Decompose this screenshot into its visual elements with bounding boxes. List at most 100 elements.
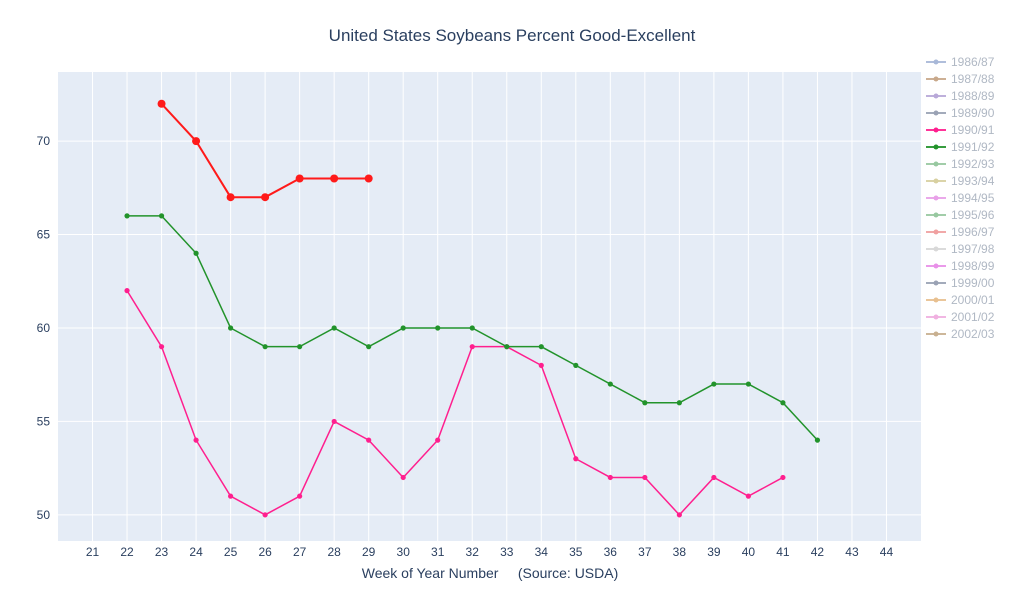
data-point xyxy=(297,344,303,350)
x-tick-label: 37 xyxy=(638,545,652,559)
legend-label: 1997/98 xyxy=(951,242,995,256)
plot-area xyxy=(58,72,921,541)
data-point xyxy=(366,437,372,443)
data-point xyxy=(573,456,579,462)
legend-label: 1996/97 xyxy=(951,225,995,239)
legend-swatch-marker xyxy=(933,297,939,303)
legend-label: 1990/91 xyxy=(951,123,995,137)
legend-label: 1994/95 xyxy=(951,191,995,205)
x-tick-label: 39 xyxy=(707,545,721,559)
data-point xyxy=(745,493,752,499)
legend-item[interactable]: 2000/01 xyxy=(926,293,995,307)
x-tick-label: 42 xyxy=(811,545,825,559)
legend-item[interactable]: 1996/97 xyxy=(926,225,995,239)
legend-item[interactable]: 1997/98 xyxy=(926,242,995,256)
data-point xyxy=(780,474,786,481)
legend-label: 1991/92 xyxy=(951,140,995,154)
legend-swatch-marker xyxy=(933,59,939,65)
legend-item[interactable]: 1993/94 xyxy=(926,174,995,188)
legend-item[interactable]: 1986/87 xyxy=(926,55,995,69)
y-tick-label: 60 xyxy=(37,321,51,335)
legend-swatch-marker xyxy=(933,195,939,201)
data-point xyxy=(676,400,682,406)
y-tick-label: 55 xyxy=(37,414,51,428)
legend-swatch-marker xyxy=(933,263,939,269)
data-point xyxy=(642,474,648,481)
x-tick-label: 33 xyxy=(500,545,514,559)
data-point xyxy=(157,99,166,108)
data-point xyxy=(297,493,303,499)
x-tick-label: 22 xyxy=(120,545,134,559)
legend-item[interactable]: 1987/88 xyxy=(926,72,995,86)
x-tick-label: 38 xyxy=(673,545,687,559)
data-point xyxy=(814,437,821,443)
data-point xyxy=(228,325,234,331)
x-tick-label: 32 xyxy=(466,545,480,559)
data-point xyxy=(331,325,337,331)
data-point xyxy=(158,213,165,219)
data-point xyxy=(124,213,130,219)
x-tick-label: 27 xyxy=(293,545,307,559)
legend-item[interactable]: 1994/95 xyxy=(926,191,995,205)
legend-label: 1992/93 xyxy=(951,157,995,171)
legend-item[interactable]: 1991/92 xyxy=(926,140,995,154)
data-point xyxy=(538,344,544,350)
legend[interactable]: 1986/87 1987/88 1988/89 1989/90 1990/91 1991/… xyxy=(926,55,995,341)
data-point xyxy=(607,474,613,481)
legend-swatch-marker xyxy=(933,246,939,252)
series-layer xyxy=(124,99,821,518)
x-tick-label: 36 xyxy=(604,545,618,559)
legend-label: 1999/00 xyxy=(951,276,995,290)
data-point xyxy=(193,437,199,443)
legend-label: 1989/90 xyxy=(951,106,995,120)
legend-swatch-marker xyxy=(933,144,939,150)
legend-swatch-marker xyxy=(933,331,939,337)
data-point xyxy=(331,418,337,425)
legend-item[interactable]: 2001/02 xyxy=(926,310,995,324)
data-point xyxy=(193,250,199,256)
data-point xyxy=(711,381,717,387)
data-point xyxy=(124,288,130,294)
legend-swatch-marker xyxy=(933,93,939,99)
legend-item[interactable]: 1992/93 xyxy=(926,157,995,171)
data-point xyxy=(780,400,786,406)
legend-swatch-marker xyxy=(933,178,939,184)
data-point xyxy=(295,174,304,183)
legend-item[interactable]: 1990/91 xyxy=(926,123,995,137)
legend-label: 1986/87 xyxy=(951,55,995,69)
x-tick-label: 35 xyxy=(569,545,583,559)
data-point xyxy=(364,174,373,183)
legend-item[interactable]: 1999/00 xyxy=(926,276,995,290)
x-axis-title: Week of Year Number (Source: USDA) xyxy=(362,565,619,581)
x-tick-label: 30 xyxy=(397,545,411,559)
legend-swatch-marker xyxy=(933,212,939,218)
gridlines xyxy=(58,72,921,541)
y-tick-label: 70 xyxy=(37,134,51,148)
legend-label: 2000/01 xyxy=(951,293,995,307)
x-tick-label: 43 xyxy=(845,545,859,559)
y-tick-label: 65 xyxy=(37,228,51,242)
data-point xyxy=(607,381,613,387)
legend-item[interactable]: 1989/90 xyxy=(926,106,995,120)
data-point xyxy=(676,512,682,518)
legend-item[interactable]: 1995/96 xyxy=(926,208,995,222)
data-point xyxy=(261,193,270,202)
y-tick-label: 50 xyxy=(37,508,51,522)
x-axis: 21 22 23 24 25 26 27 28 29 30 31 32 33 34 35 36 37 38 39 40… xyxy=(86,545,894,559)
legend-swatch-marker xyxy=(933,314,939,320)
legend-swatch-marker xyxy=(933,161,939,167)
legend-swatch-marker xyxy=(933,127,939,133)
legend-item[interactable]: 2002/03 xyxy=(926,327,995,341)
data-point xyxy=(469,325,475,331)
data-point xyxy=(262,512,268,518)
data-point xyxy=(192,137,201,146)
legend-item[interactable]: 1998/99 xyxy=(926,259,995,273)
data-point xyxy=(435,325,441,331)
legend-label: 2001/02 xyxy=(951,310,995,324)
data-point xyxy=(400,474,406,481)
data-point xyxy=(711,474,717,481)
data-point xyxy=(538,362,544,368)
legend-item[interactable]: 1988/89 xyxy=(926,89,995,103)
legend-label: 1988/89 xyxy=(951,89,995,103)
